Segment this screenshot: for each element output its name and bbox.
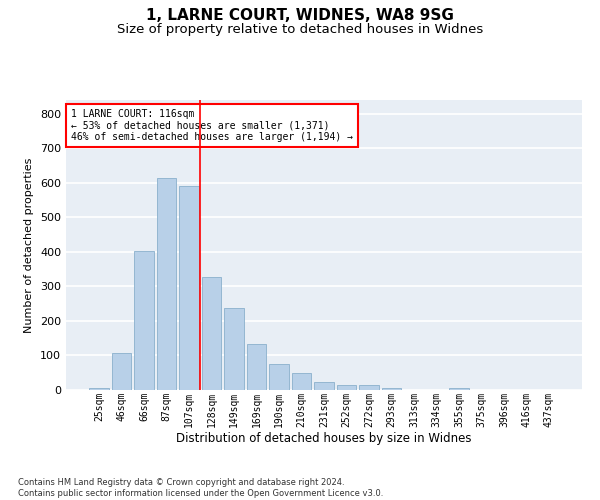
Bar xyxy=(247,344,266,390)
Bar xyxy=(292,374,311,390)
Bar xyxy=(179,186,199,390)
Y-axis label: Number of detached properties: Number of detached properties xyxy=(25,158,34,332)
Text: 1 LARNE COURT: 116sqm
← 53% of detached houses are smaller (1,371)
46% of semi-d: 1 LARNE COURT: 116sqm ← 53% of detached … xyxy=(71,108,353,142)
Bar xyxy=(449,388,469,390)
Text: 1, LARNE COURT, WIDNES, WA8 9SG: 1, LARNE COURT, WIDNES, WA8 9SG xyxy=(146,8,454,22)
X-axis label: Distribution of detached houses by size in Widnes: Distribution of detached houses by size … xyxy=(176,432,472,445)
Text: Size of property relative to detached houses in Widnes: Size of property relative to detached ho… xyxy=(117,22,483,36)
Bar xyxy=(359,385,379,390)
Bar xyxy=(269,364,289,390)
Bar xyxy=(134,251,154,390)
Bar xyxy=(112,353,131,390)
Bar xyxy=(224,308,244,390)
Bar xyxy=(314,382,334,390)
Text: Contains HM Land Registry data © Crown copyright and database right 2024.
Contai: Contains HM Land Registry data © Crown c… xyxy=(18,478,383,498)
Bar xyxy=(89,388,109,390)
Bar xyxy=(202,277,221,390)
Bar xyxy=(382,388,401,390)
Bar xyxy=(337,385,356,390)
Bar xyxy=(157,178,176,390)
